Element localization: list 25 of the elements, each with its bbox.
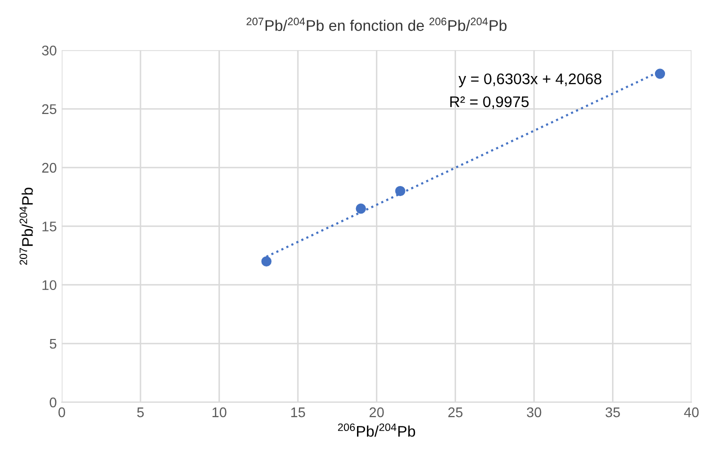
annotation: y = 0,6303x + 4,2068 <box>458 73 602 88</box>
x-tick-label: 40 <box>684 407 699 418</box>
point <box>356 204 366 214</box>
point <box>654 68 666 79</box>
point <box>395 186 406 196</box>
y-axis-title: $^{207}$Pb/$^{204}$Pb <box>20 188 33 265</box>
x-tick-label: 0 <box>58 407 66 418</box>
x-axis-title: $^{206}$Pb/$^{204}$Pb <box>338 423 416 437</box>
annotation: R² = 0,9975 <box>450 96 529 109</box>
x-tick-label: 15 <box>291 408 306 418</box>
x-tick-label: 5 <box>137 408 144 418</box>
x-tick-label: 35 <box>606 407 620 418</box>
y-tick-label: 20 <box>42 162 56 173</box>
x-tick-label: 25 <box>448 407 462 418</box>
y-tick-label: 10 <box>42 280 56 290</box>
point <box>261 256 272 266</box>
y-tick-label: 5 <box>50 338 56 349</box>
y-tick-label: 15 <box>42 222 56 232</box>
chart-title: $^{207}$Pb/$^{204}$Pb en fonction de $^{206}$Pb/$^{204}$Pb <box>246 18 507 31</box>
y-tick-label: 30 <box>42 46 56 56</box>
x-tick-label: 30 <box>526 407 542 418</box>
y-tick-label: 0 <box>50 397 56 408</box>
x-tick-label: 20 <box>370 407 384 418</box>
y-tick-label: 25 <box>42 104 56 114</box>
x-tick-label: 10 <box>212 407 226 418</box>
